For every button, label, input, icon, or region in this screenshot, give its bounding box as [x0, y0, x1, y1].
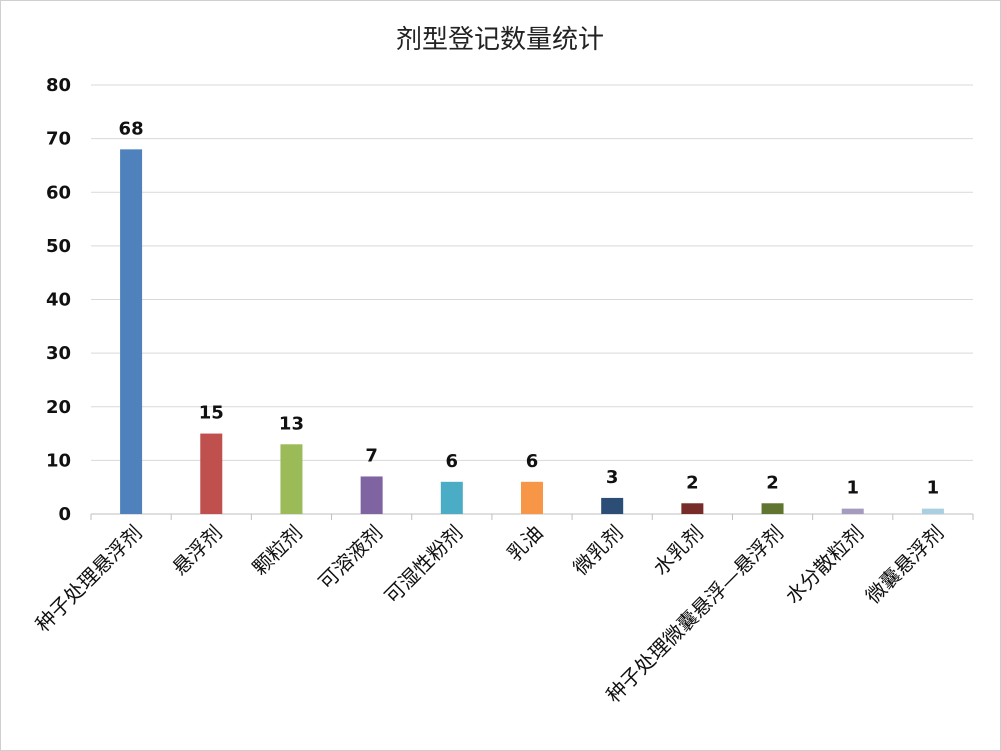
data-label: 1: [927, 478, 940, 499]
data-label: 15: [199, 403, 224, 424]
bar: [120, 149, 143, 514]
x-category-label: 水乳剂: [649, 521, 708, 580]
axes: 0 10 20 30 40 50 60 70 80: [46, 75, 974, 525]
y-tick-label: 50: [46, 236, 71, 257]
x-category-label: 可溶液剂: [314, 521, 388, 595]
data-label: 2: [766, 472, 779, 493]
data-label: 13: [279, 413, 304, 434]
bar: [601, 497, 624, 514]
x-category-label: 种子处理悬浮剂: [31, 521, 147, 637]
bar: [761, 503, 784, 514]
data-labels: 68 15 13 7 6 6 3 2 2 1 1: [119, 118, 940, 498]
data-label: 6: [446, 451, 459, 472]
x-category-label: 颗粒剂: [248, 521, 307, 580]
x-category-label: 水分散粒剂: [781, 521, 869, 609]
bar: [841, 508, 864, 514]
chart-title: 剂型登记数量统计: [396, 25, 604, 55]
x-category-label: 乳油: [502, 521, 547, 566]
x-category-label: 悬浮剂: [167, 521, 226, 580]
y-tick-label: 80: [46, 75, 71, 96]
y-tick-label: 20: [46, 397, 71, 418]
bar: [360, 476, 383, 514]
bar: [440, 481, 463, 514]
y-tick-label: 30: [46, 343, 71, 364]
x-category-label: 可湿性粉剂: [380, 521, 468, 609]
y-tick-label: 0: [58, 504, 71, 525]
bars: [120, 149, 944, 514]
data-label: 6: [526, 451, 539, 472]
bar: [521, 481, 543, 514]
data-label: 1: [846, 478, 859, 499]
y-tick-label: 10: [46, 450, 71, 471]
bar: [681, 503, 704, 514]
data-label: 7: [365, 445, 378, 466]
y-tick-label: 60: [46, 182, 71, 203]
data-label: 68: [119, 118, 144, 139]
bar: [200, 433, 223, 514]
y-tick-label: 70: [46, 129, 71, 150]
bar: [280, 444, 303, 514]
data-label: 2: [686, 472, 699, 493]
bar: [921, 508, 944, 514]
x-category-label: 微乳剂: [568, 521, 627, 580]
y-tick-label: 40: [46, 290, 71, 311]
gridlines: [91, 84, 973, 461]
data-label: 3: [606, 467, 619, 488]
x-category-label: 微囊悬浮剂: [861, 521, 949, 609]
